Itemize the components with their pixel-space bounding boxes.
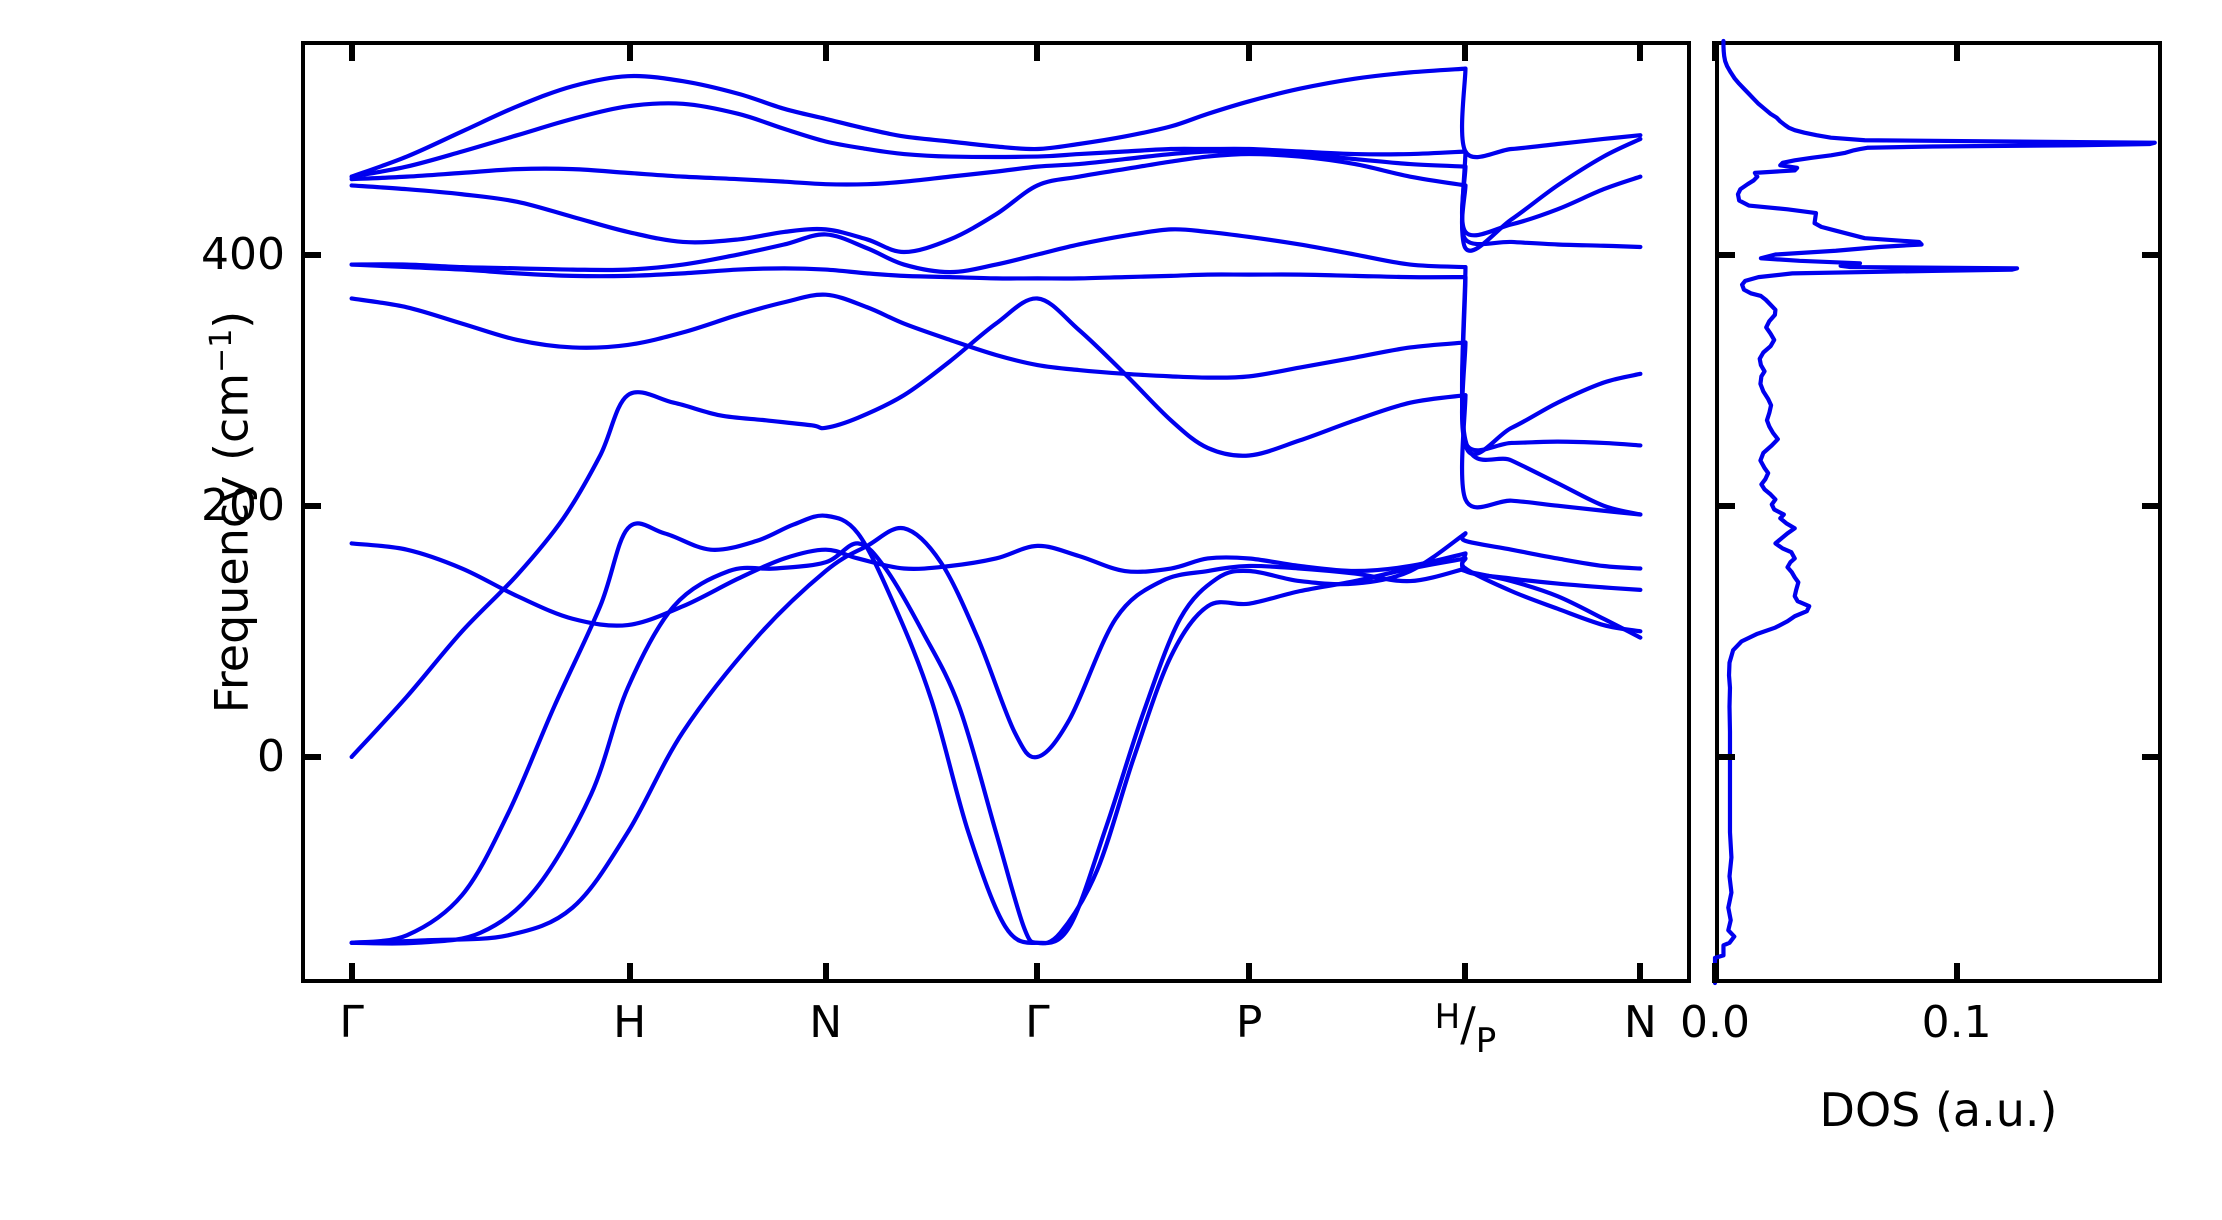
x-axis-tick (1462, 41, 1469, 61)
x-axis-tick (626, 963, 633, 983)
x-axis-tick (1637, 963, 1644, 983)
dos-x-axis-tick (1712, 963, 1718, 983)
x-axis-tick-label: Γ (339, 997, 364, 1048)
band-branch (1459, 66, 1643, 160)
x-axis-tick (1637, 41, 1644, 61)
y-axis-tick-label: 400 (201, 228, 285, 280)
y-axis-tick-label: 0 (257, 730, 285, 782)
x-axis-tick (348, 963, 355, 983)
band-branch (349, 292, 1468, 380)
dos-y-axis-tick (2142, 753, 2162, 760)
x-axis-tick-label: H/P (1434, 997, 1497, 1061)
dos-curve (1712, 38, 2157, 986)
dos-y-axis-tick (2142, 251, 2162, 258)
band-structure-axes (301, 41, 1691, 983)
y-axis-tick (301, 502, 321, 509)
band-branch (349, 296, 1468, 760)
x-axis-tick (626, 41, 633, 61)
band-branch (349, 227, 1468, 275)
x-axis-tick (1462, 963, 1469, 983)
x-axis-tick-label: N (1623, 997, 1657, 1048)
dos-axes (1715, 41, 2162, 983)
x-axis-tick (1246, 41, 1253, 61)
dos-y-axis-tick (1715, 251, 1735, 258)
band-branch (349, 541, 1468, 946)
x-axis-tick-label: P (1235, 997, 1263, 1048)
band-branch (349, 66, 1468, 179)
band-branch (349, 513, 1468, 946)
dos-x-axis-tick-label: 0.0 (1680, 997, 1750, 1048)
x-axis-tick (348, 41, 355, 61)
dos-y-axis-tick (1715, 502, 1735, 509)
band-branch (349, 149, 1468, 187)
dos-y-axis-tick (1715, 753, 1735, 760)
band-branch (349, 101, 1468, 179)
x-axis-tick (822, 41, 829, 61)
band-branch (349, 541, 1468, 628)
x-axis-tick-label: N (809, 997, 843, 1048)
band-branch (349, 525, 1468, 945)
y-axis-tick (301, 251, 321, 258)
dos-x-axis-label: DOS (a.u.) (1819, 1083, 2058, 1137)
band-branch (349, 262, 1468, 281)
x-axis-tick-label: Γ (1025, 997, 1050, 1048)
x-axis-tick (1034, 41, 1041, 61)
dos-x-axis-tick-label: 0.1 (1921, 997, 1992, 1048)
band-branch (1459, 264, 1643, 517)
dos-x-axis-tick (1712, 41, 1718, 61)
x-axis-tick (1246, 963, 1253, 983)
x-axis-tick (1034, 963, 1041, 983)
band-branch (1459, 136, 1643, 253)
y-axis-tick-label: 200 (201, 479, 285, 531)
dos-y-axis-tick (2142, 502, 2162, 509)
dos-x-axis-tick (1953, 41, 1960, 61)
dos-x-axis-tick (1953, 963, 1960, 983)
x-axis-tick-label: H (613, 997, 647, 1048)
band-branch (1459, 393, 1643, 517)
x-axis-tick (822, 963, 829, 983)
band-branch (1460, 531, 1643, 571)
band-branch (1460, 551, 1643, 592)
y-axis-tick (301, 753, 321, 760)
band-branch (349, 151, 1468, 255)
